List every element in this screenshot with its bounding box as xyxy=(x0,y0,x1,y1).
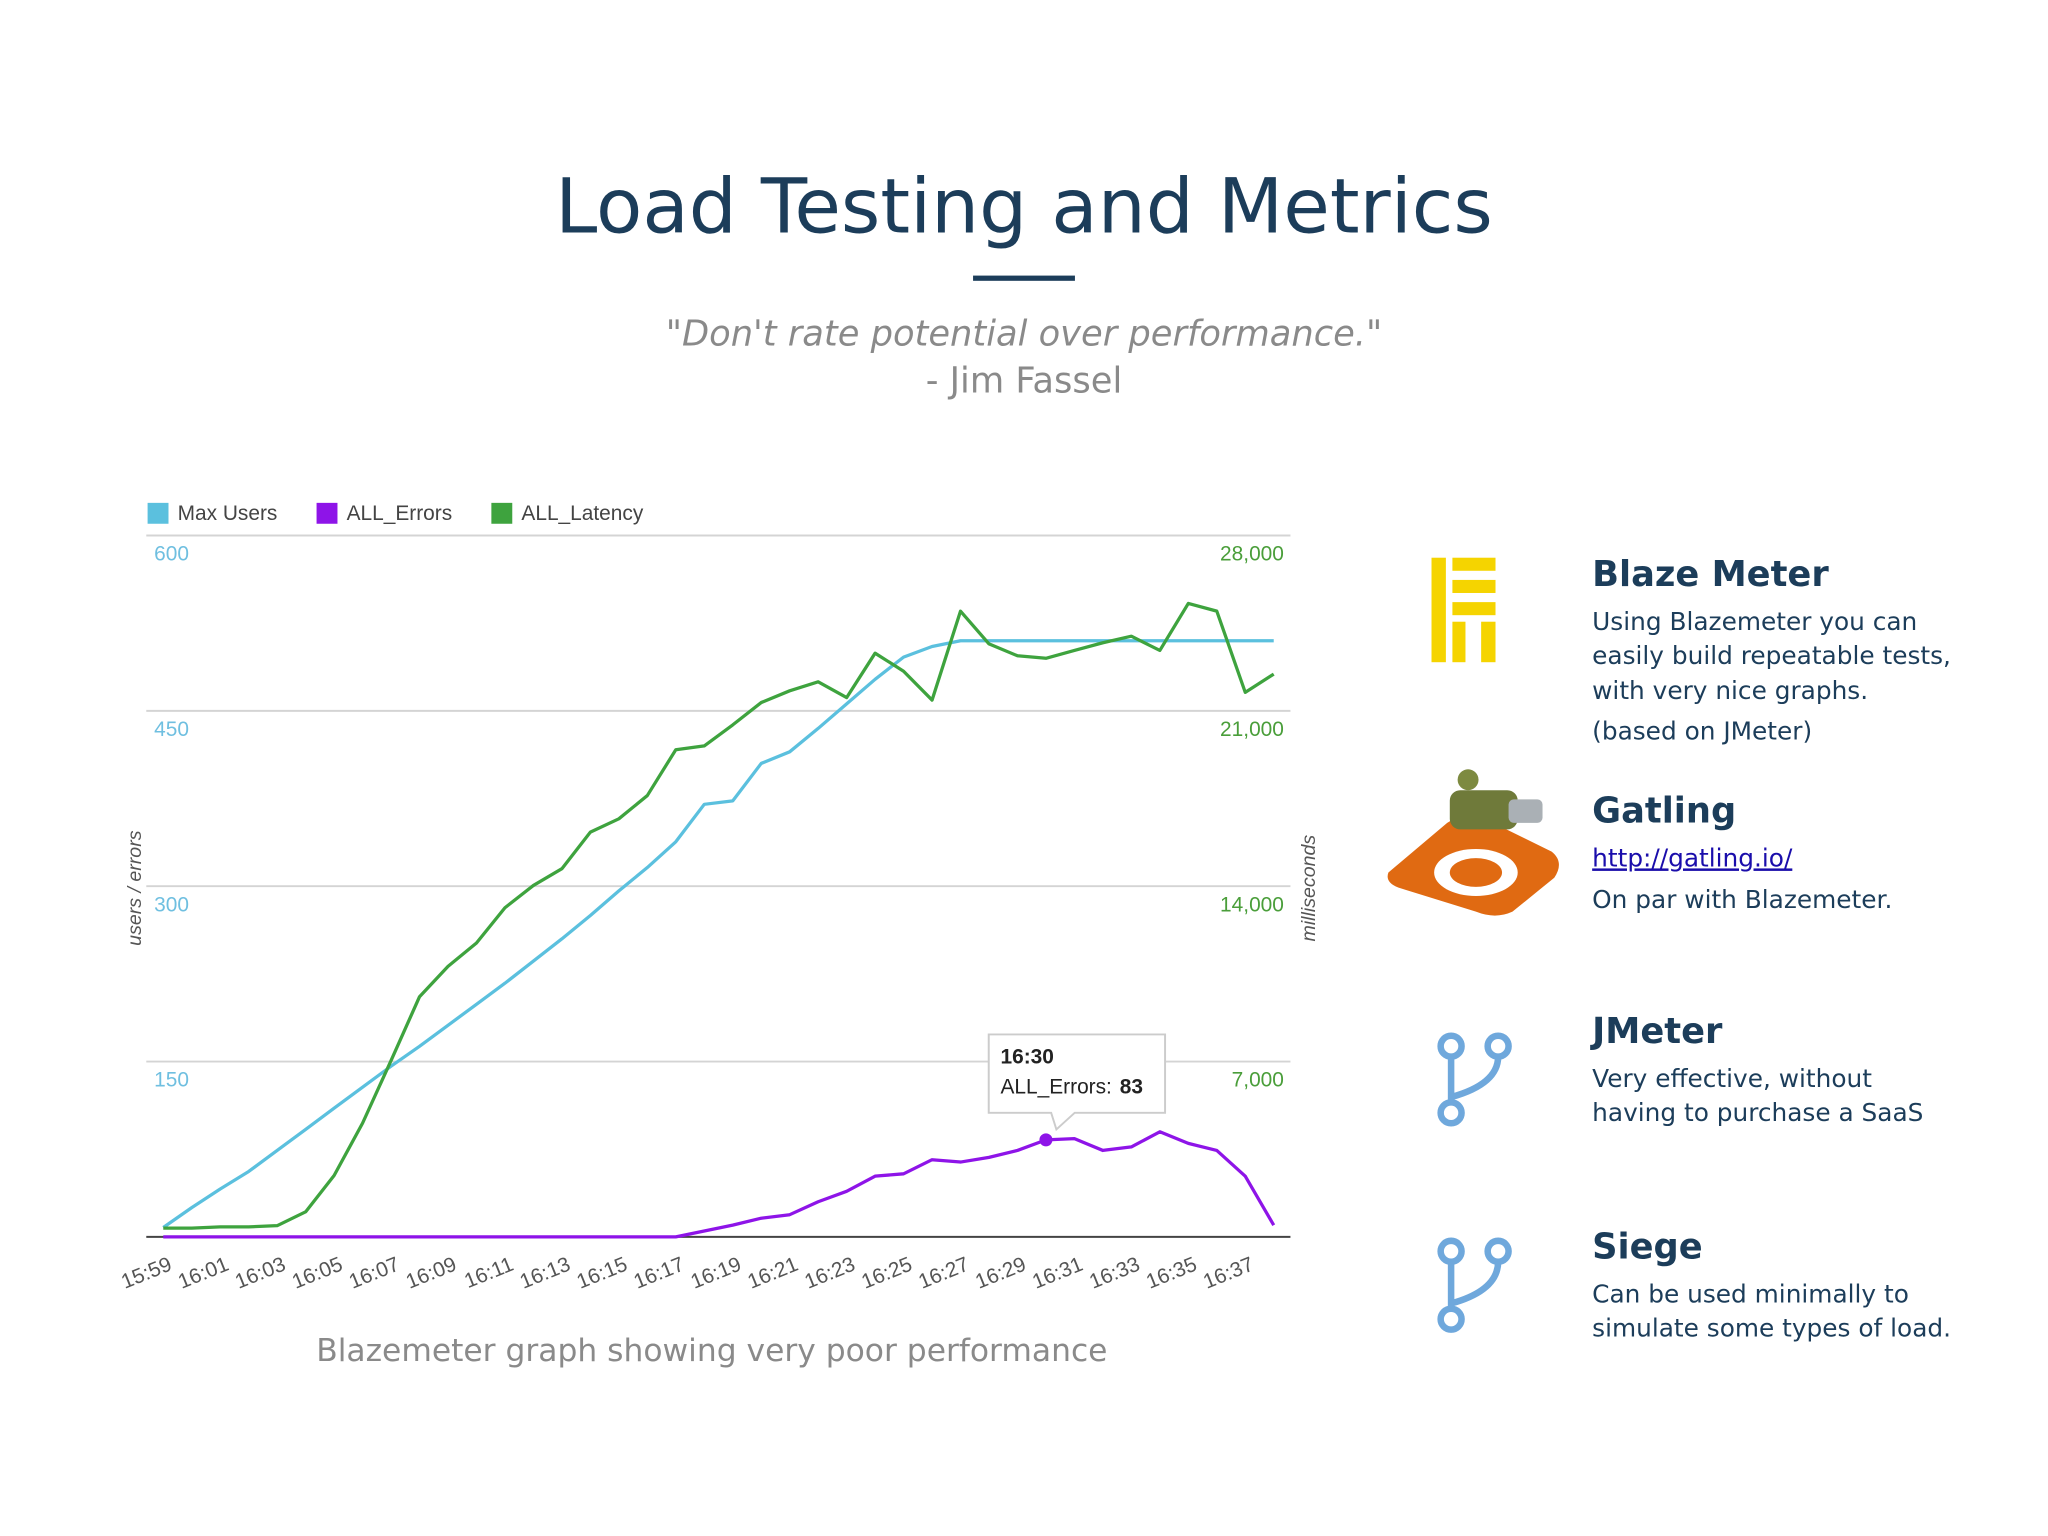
blazemeter-logo xyxy=(1431,557,1496,663)
siege-icon xyxy=(1437,1237,1512,1333)
series-line xyxy=(162,639,1274,1229)
legend-swatch xyxy=(316,502,338,524)
tool-text: Very effective, without xyxy=(1592,1064,1872,1093)
y-axis-title: users / errors xyxy=(124,830,146,946)
legend-swatch xyxy=(491,502,513,524)
y2-axis-title: milliseconds xyxy=(1298,835,1320,942)
tool-text: Using Blazemeter you can xyxy=(1592,607,1917,636)
y-tick-label: 450 xyxy=(154,718,189,741)
tool-text: simulate some types of load. xyxy=(1592,1314,1951,1343)
y-tick-label: 600 xyxy=(154,543,189,566)
tool-title: Siege xyxy=(1592,1227,1703,1268)
gatling-logo xyxy=(1387,769,1559,916)
y2-tick-label: 14,000 xyxy=(1220,893,1284,916)
tool-title: JMeter xyxy=(1590,1011,1723,1052)
tool-text: easily build repeatable tests, xyxy=(1592,641,1951,670)
y2-tick-label: 7,000 xyxy=(1232,1069,1284,1092)
tool-title: Gatling xyxy=(1592,790,1736,831)
title-underline xyxy=(973,275,1075,281)
highlight-point xyxy=(1039,1133,1053,1147)
tooltip-title: 16:30 xyxy=(1000,1045,1053,1068)
legend-label: ALL_Latency xyxy=(521,502,643,525)
tooltip-box xyxy=(987,1033,1167,1132)
quote-author: - Jim Fassel xyxy=(926,361,1123,402)
tool-text: Can be used minimally to xyxy=(1592,1280,1909,1309)
jmeter-icon xyxy=(1437,1032,1512,1127)
tool-link[interactable]: http://gatling.io/ xyxy=(1592,843,1793,872)
y-tick-label: 300 xyxy=(154,893,189,916)
legend-label: Max Users xyxy=(178,502,278,525)
y2-tick-label: 28,000 xyxy=(1220,543,1284,566)
tool-text: On par with Blazemeter. xyxy=(1592,885,1892,914)
tool-text: with very nice graphs. xyxy=(1592,676,1868,705)
series-line xyxy=(163,1130,1276,1239)
tool-text: (based on JMeter) xyxy=(1592,717,1812,746)
tool-title: Blaze Meter xyxy=(1592,554,1829,595)
tooltip-value: 83 xyxy=(1120,1076,1143,1099)
series-line xyxy=(163,601,1275,1230)
chart-caption: Blazemeter graph showing very poor perfo… xyxy=(316,1333,1107,1369)
quote: "Don't rate potential over performance." xyxy=(666,314,1382,355)
y2-tick-label: 21,000 xyxy=(1220,718,1284,741)
tool-text: having to purchase a SaaS xyxy=(1592,1098,1923,1127)
y-tick-label: 150 xyxy=(154,1069,189,1092)
slide-title: Load Testing and Metrics xyxy=(555,163,1493,251)
legend-swatch xyxy=(147,502,169,524)
tooltip-label: ALL_Errors: xyxy=(1000,1076,1111,1099)
legend-label: ALL_Errors xyxy=(347,502,453,525)
